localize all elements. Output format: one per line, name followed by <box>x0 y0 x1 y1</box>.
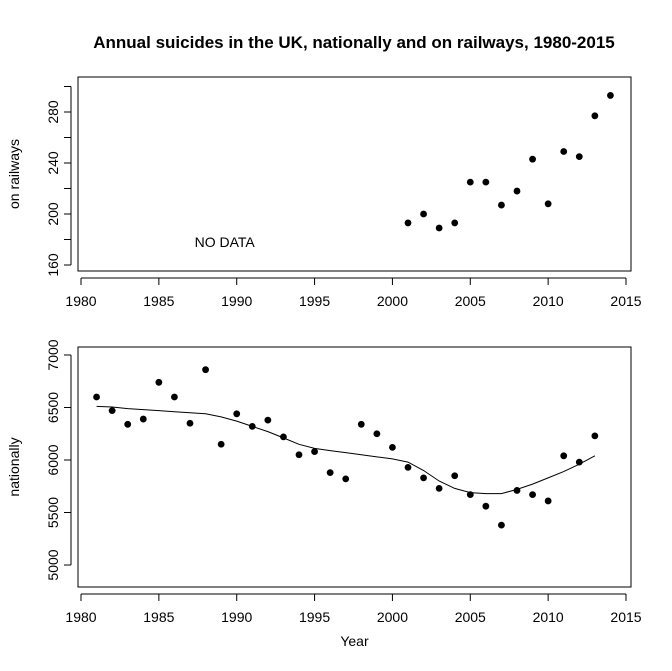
x-tick-label: 1995 <box>299 293 330 309</box>
national-y-axis-label: nationally <box>6 437 22 496</box>
railways-points <box>404 92 614 232</box>
data-point <box>466 178 474 186</box>
x-tick-label: 2000 <box>377 609 408 625</box>
national-panel: 1980 1985 1990 1995 2000 2005 2010 2015 5000 550… <box>6 339 642 649</box>
data-point <box>342 475 350 483</box>
railways-plot-frame <box>77 76 632 272</box>
data-point <box>575 458 583 466</box>
data-point <box>404 219 412 227</box>
no-data-annotation: NO DATA <box>195 234 256 250</box>
chart-title: Annual suicides in the UK, nationally an… <box>93 33 615 52</box>
data-point <box>482 502 490 510</box>
data-point <box>591 432 599 440</box>
data-point <box>529 491 536 499</box>
data-point <box>186 419 194 427</box>
x-tick-label: 2005 <box>455 293 486 309</box>
data-point <box>513 487 521 494</box>
data-point <box>435 484 443 492</box>
data-point <box>404 463 412 471</box>
y-tick-label: 6500 <box>45 392 61 423</box>
data-point <box>560 148 568 155</box>
y-tick-label: 5000 <box>45 549 61 580</box>
railways-x-axis: 1980 1985 1990 1995 2000 2005 2010 2015 <box>65 277 642 309</box>
x-tick-label: 1980 <box>65 609 96 625</box>
data-point <box>591 112 599 120</box>
data-point <box>451 219 459 227</box>
data-point <box>575 153 583 161</box>
data-point <box>420 474 427 482</box>
data-point <box>217 440 225 448</box>
data-point <box>466 491 474 499</box>
data-point <box>357 420 365 428</box>
railways-y-axis-label: on railways <box>6 139 22 209</box>
railways-panel: 1980 1985 1990 1995 2000 2005 2010 2015 160 200 2… <box>6 76 642 309</box>
data-point <box>529 155 536 163</box>
x-tick-label: 2015 <box>610 609 641 625</box>
data-point <box>93 393 100 401</box>
x-tick-label: 1985 <box>143 609 174 625</box>
y-tick-label: 6000 <box>45 444 61 475</box>
x-tick-label: 2005 <box>455 609 486 625</box>
x-tick-label: 2010 <box>533 293 564 309</box>
x-tick-label: 1980 <box>65 293 96 309</box>
x-tick-label: 1990 <box>221 609 252 625</box>
y-tick-label: 160 <box>45 253 61 277</box>
data-point <box>451 472 459 480</box>
data-point <box>435 224 443 232</box>
data-point <box>498 201 505 209</box>
data-point <box>482 178 490 186</box>
x-tick-label: 2015 <box>610 293 641 309</box>
national-trend-line <box>96 405 596 495</box>
x-tick-label: 1990 <box>221 293 252 309</box>
data-point <box>248 423 256 430</box>
national-plot-frame <box>77 346 632 588</box>
national-points <box>93 366 599 529</box>
data-point <box>155 378 163 386</box>
data-point <box>233 410 241 418</box>
data-point <box>607 92 614 99</box>
national-x-axis-label: Year <box>340 633 369 649</box>
data-point <box>280 433 287 441</box>
data-point <box>295 451 303 459</box>
x-tick-label: 2010 <box>533 609 564 625</box>
data-point <box>544 200 552 208</box>
data-point <box>373 430 381 438</box>
y-tick-label: 280 <box>45 100 61 124</box>
x-tick-label: 2000 <box>377 293 408 309</box>
data-point <box>202 366 209 374</box>
data-point <box>544 497 552 505</box>
y-tick-label: 240 <box>45 151 61 175</box>
railways-y-axis: 160 200 240 280 <box>45 86 72 277</box>
data-point <box>513 187 521 195</box>
data-point <box>326 469 334 476</box>
data-point <box>108 407 116 415</box>
national-y-axis: 5000 5500 6000 6500 7000 <box>45 339 72 581</box>
data-point <box>139 415 147 423</box>
data-point <box>124 420 132 428</box>
data-point <box>420 210 427 218</box>
data-point <box>560 452 568 460</box>
data-point <box>389 444 396 451</box>
y-tick-label: 7000 <box>45 339 61 370</box>
national-x-axis: 1980 1985 1990 1995 2000 2005 2010 2015 <box>65 593 642 625</box>
data-point <box>171 393 178 401</box>
data-point <box>264 416 272 424</box>
data-point <box>498 521 505 529</box>
y-tick-label: 5500 <box>45 497 61 528</box>
y-tick-label: 200 <box>45 202 61 226</box>
x-tick-label: 1995 <box>299 609 330 625</box>
data-point <box>311 448 318 455</box>
x-tick-label: 1985 <box>143 293 174 309</box>
